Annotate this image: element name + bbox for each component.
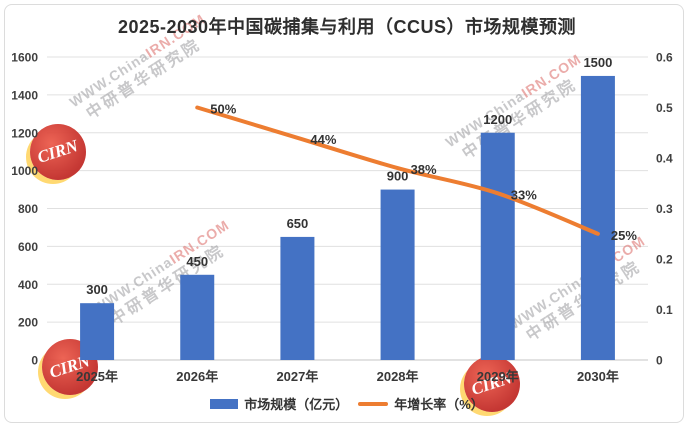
legend-item-growth-rate: 年增长率（%） <box>358 394 484 413</box>
left-axis-tick: 600 <box>18 240 38 254</box>
bar <box>480 132 515 360</box>
left-axis-tick: 200 <box>18 316 38 330</box>
right-axis-tick: 0.5 <box>656 101 673 115</box>
legend-item-market-size: 市场规模（亿元） <box>210 394 348 413</box>
right-axis-tick: 0.1 <box>656 303 673 317</box>
x-axis-label: 2027年 <box>276 369 318 384</box>
line-point-label: 44% <box>310 132 336 147</box>
x-axis-label: 2025年 <box>76 369 118 384</box>
right-axis-tick: 0.6 <box>656 51 673 65</box>
left-axis-tick: 1400 <box>11 88 38 102</box>
x-axis-label: 2026年 <box>176 369 218 384</box>
bar-value-label: 900 <box>387 169 409 184</box>
bar <box>380 189 415 360</box>
bar <box>80 303 115 360</box>
bar-value-label: 1500 <box>583 55 612 70</box>
right-axis-tick: 0.3 <box>656 202 673 216</box>
line-point-label: 25% <box>611 228 637 243</box>
legend: 市场规模（亿元） 年增长率（%） <box>0 394 694 413</box>
left-axis-tick: 1200 <box>11 126 38 140</box>
x-axis-label: 2029年 <box>477 369 519 384</box>
x-axis-label: 2030年 <box>577 369 619 384</box>
growth-rate-line <box>195 105 600 236</box>
legend-line-swatch-icon <box>358 401 389 406</box>
bar-value-label: 300 <box>86 282 108 297</box>
left-axis-tick: 1600 <box>11 51 38 65</box>
right-axis-tick: 0.4 <box>656 152 673 166</box>
bar-value-label: 450 <box>186 254 208 269</box>
line-point-label: 50% <box>210 102 236 117</box>
right-axis-tick: 0.2 <box>656 253 673 267</box>
left-axis-tick: 0 <box>31 354 38 368</box>
right-axis-tick: 0 <box>656 354 663 368</box>
bar-value-label: 1200 <box>483 112 512 127</box>
legend-bar-swatch-icon <box>210 398 239 409</box>
line-point-label: 38% <box>411 162 437 177</box>
left-axis-tick: 800 <box>18 202 38 216</box>
legend-label-market-size: 市场规模（亿元） <box>244 397 349 412</box>
bar <box>280 236 315 360</box>
line-point-label: 33% <box>511 187 537 202</box>
chart-title: 2025-2030年中国碳捕集与利用（CCUS）市场规模预测 <box>117 17 577 37</box>
legend-label-growth-rate: 年增长率（%） <box>394 397 484 412</box>
bar <box>580 75 615 360</box>
left-axis-tick: 1000 <box>11 164 38 178</box>
bar <box>180 274 215 360</box>
x-axis-label: 2028年 <box>377 369 419 384</box>
left-axis-tick: 400 <box>18 278 38 292</box>
bar-value-label: 650 <box>287 216 309 231</box>
